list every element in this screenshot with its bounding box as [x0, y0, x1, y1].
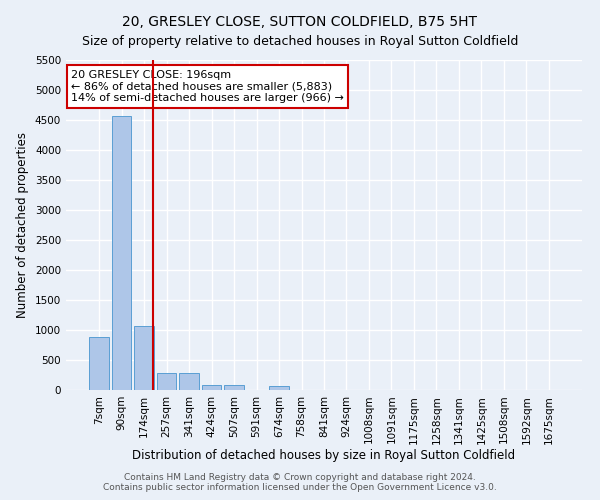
Bar — [202, 384, 221, 390]
Bar — [134, 326, 154, 390]
Text: 20, GRESLEY CLOSE, SUTTON COLDFIELD, B75 5HT: 20, GRESLEY CLOSE, SUTTON COLDFIELD, B75… — [122, 15, 478, 29]
Text: 20 GRESLEY CLOSE: 196sqm
← 86% of detached houses are smaller (5,883)
14% of sem: 20 GRESLEY CLOSE: 196sqm ← 86% of detach… — [71, 70, 344, 103]
Text: Size of property relative to detached houses in Royal Sutton Coldfield: Size of property relative to detached ho… — [82, 35, 518, 48]
Bar — [89, 337, 109, 390]
Bar — [269, 386, 289, 390]
Bar — [157, 373, 176, 390]
Bar — [224, 385, 244, 390]
X-axis label: Distribution of detached houses by size in Royal Sutton Coldfield: Distribution of detached houses by size … — [133, 449, 515, 462]
Text: Contains HM Land Registry data © Crown copyright and database right 2024.
Contai: Contains HM Land Registry data © Crown c… — [103, 473, 497, 492]
Bar — [112, 116, 131, 390]
Bar — [179, 373, 199, 390]
Y-axis label: Number of detached properties: Number of detached properties — [16, 132, 29, 318]
